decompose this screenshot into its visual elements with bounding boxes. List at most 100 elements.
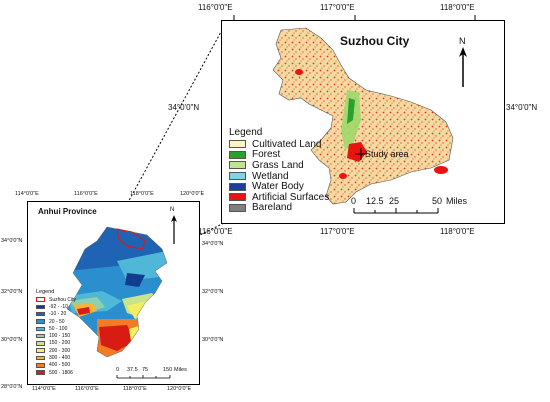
anhui-legend-label: 20 - 50 bbox=[49, 318, 65, 325]
suzhou-scale-label-25: 25 bbox=[389, 196, 400, 206]
anhui-legend-swatch bbox=[36, 319, 45, 324]
anhui-legend-suzhou-swatch bbox=[36, 297, 45, 302]
anhui-scale-label-75: 75 bbox=[142, 367, 149, 373]
suzhou-scale-label-12-5: 12.5 bbox=[366, 196, 384, 206]
suzhou-map-title: Suzhou City bbox=[340, 34, 410, 48]
suzhou-legend-swatch bbox=[229, 150, 246, 159]
anhui-legend-item: 50 - 100 bbox=[36, 325, 76, 332]
anhui-top-tick-120: 120°0'0"E bbox=[180, 191, 205, 197]
suzhou-urban-east bbox=[434, 166, 448, 174]
anhui-legend-item: 100 - 150 bbox=[36, 332, 76, 339]
anhui-left-tick-34: 34°0'0"N bbox=[1, 238, 23, 244]
suzhou-bottom-tick-116: 116°0'0"E bbox=[198, 227, 233, 236]
suzhou-legend-item: Wetland bbox=[229, 171, 329, 182]
suzhou-urban-northwest bbox=[295, 69, 303, 75]
anhui-legend-item: -92 - -10 bbox=[36, 303, 76, 310]
suzhou-urban-center bbox=[347, 142, 367, 162]
anhui-legend-swatch bbox=[36, 348, 45, 353]
anhui-legend-label: 50 - 100 bbox=[49, 325, 68, 332]
suzhou-right-tick-34: 34°0'0"N bbox=[506, 103, 538, 112]
anhui-legend-label: 300 - 400 bbox=[49, 355, 71, 362]
suzhou-legend-item: Cultivated Land bbox=[229, 139, 329, 150]
anhui-bottom-tick-114: 114°0'0"E bbox=[32, 386, 56, 392]
anhui-legend-swatch bbox=[36, 370, 45, 375]
suzhou-legend-item: Grass Land bbox=[229, 160, 329, 171]
suzhou-forest-area bbox=[347, 98, 355, 124]
anhui-top-tick-116: 116°0'0"E bbox=[74, 191, 98, 197]
anhui-legend-item: -10 - 20 bbox=[36, 311, 76, 318]
study-area-marker bbox=[355, 148, 367, 160]
suzhou-legend: Legend Cultivated Land Forest Grass Land We… bbox=[229, 127, 329, 213]
suzhou-scale-label-0: 0 bbox=[351, 196, 357, 206]
anhui-scale-label-0: 0 bbox=[116, 367, 120, 373]
suzhou-legend-swatch bbox=[229, 172, 246, 181]
anhui-scale-ruler bbox=[116, 375, 171, 379]
anhui-legend-label: 150 - 200 bbox=[49, 340, 71, 347]
suzhou-left-tick-34: 34°0'0"N bbox=[168, 103, 200, 112]
anhui-boundary bbox=[66, 226, 168, 358]
suzhou-legend-label: Water Body bbox=[252, 181, 304, 193]
anhui-left-tick-30: 30°0'0"N bbox=[1, 337, 23, 343]
connector-line-top bbox=[113, 29, 223, 229]
anhui-north-arrow-icon bbox=[171, 215, 177, 244]
anhui-legend: Legend Suzhou City -92 - -10 -10 - 20 20 -… bbox=[36, 289, 76, 376]
anhui-right-tick-32: 32°0'0"N bbox=[202, 289, 224, 295]
suzhou-top-tick-118: 118°0'0"E bbox=[440, 3, 475, 12]
anhui-legend-swatch bbox=[36, 311, 45, 317]
anhui-legend-label: 100 - 150 bbox=[49, 333, 71, 340]
suzhou-legend-item: Artificial Surfaces bbox=[229, 192, 329, 203]
anhui-north-label: N bbox=[170, 207, 175, 213]
suzhou-boundary bbox=[272, 27, 454, 205]
anhui-top-tick-118: 118°0'0"E bbox=[130, 191, 154, 197]
anhui-legend-label: 400 - 500 bbox=[49, 362, 71, 369]
anhui-right-tick-34: 34°0'0"N bbox=[202, 241, 224, 247]
anhui-bottom-tick-118: 118°0'0"E bbox=[123, 386, 147, 392]
anhui-elevation-map bbox=[66, 226, 168, 358]
suzhou-legend-label: Cultivated Land bbox=[252, 138, 322, 150]
anhui-legend-swatch bbox=[36, 355, 45, 361]
suzhou-legend-item: Water Body bbox=[229, 181, 329, 192]
anhui-legend-swatch bbox=[36, 304, 45, 310]
suzhou-bottom-tick-118: 118°0'0"E bbox=[440, 227, 475, 236]
anhui-scale-unit: Miles bbox=[174, 367, 187, 373]
suzhou-legend-item: Bareland bbox=[229, 202, 329, 213]
suzhou-bottom-tick-117: 117°0'0"E bbox=[320, 227, 355, 236]
anhui-legend-item: 200 - 300 bbox=[36, 347, 76, 354]
anhui-legend-label: -92 - -10 bbox=[49, 303, 68, 310]
suzhou-legend-label: Grass Land bbox=[252, 159, 304, 171]
suzhou-legend-swatch bbox=[229, 203, 246, 212]
anhui-left-tick-32: 32°0'0"N bbox=[1, 289, 23, 295]
anhui-map-title: Anhui Province bbox=[38, 207, 97, 216]
anhui-legend-item: 20 - 50 bbox=[36, 318, 76, 325]
suzhou-north-arrow-icon bbox=[459, 47, 467, 87]
suzhou-land-cover-map bbox=[272, 27, 454, 205]
suzhou-legend-label: Forest bbox=[252, 149, 281, 161]
suzhou-scale-ruler bbox=[353, 208, 439, 214]
suzhou-legend-title: Legend bbox=[229, 127, 263, 138]
anhui-legend-title: Legend bbox=[36, 289, 55, 295]
anhui-suzhou-outline bbox=[116, 228, 146, 250]
study-area-label: Study area bbox=[365, 149, 409, 159]
suzhou-top-tick-116: 116°0'0"E bbox=[198, 3, 233, 12]
anhui-legend-swatch bbox=[36, 333, 45, 339]
anhui-legend-label: 200 - 300 bbox=[49, 347, 71, 354]
suzhou-scale-label-50: 50 bbox=[432, 196, 443, 206]
anhui-legend-swatch bbox=[36, 341, 45, 346]
anhui-legend-label: -10 - 20 bbox=[49, 311, 67, 318]
anhui-legend-label: 500 - 1806 bbox=[49, 369, 73, 376]
anhui-legend-item: 500 - 1806 bbox=[36, 369, 76, 376]
suzhou-legend-swatch bbox=[229, 140, 246, 149]
suzhou-north-label: N bbox=[459, 36, 466, 46]
anhui-right-tick-30: 30°0'0"N bbox=[202, 337, 224, 343]
suzhou-legend-label: Wetland bbox=[252, 170, 289, 182]
anhui-legend-item: 150 - 200 bbox=[36, 340, 76, 347]
anhui-bottom-tick-120: 120°0'0"E bbox=[167, 386, 192, 392]
anhui-legend-item: 400 - 500 bbox=[36, 362, 76, 369]
anhui-legend-item: 300 - 400 bbox=[36, 354, 76, 361]
suzhou-legend-item: Forest bbox=[229, 149, 329, 161]
suzhou-top-tick-117: 117°0'0"E bbox=[320, 3, 355, 12]
anhui-bottom-tick-116: 116°0'0"E bbox=[75, 386, 99, 392]
anhui-legend-suzhou-label: Suzhou City bbox=[49, 296, 76, 303]
suzhou-legend-swatch bbox=[229, 193, 246, 202]
